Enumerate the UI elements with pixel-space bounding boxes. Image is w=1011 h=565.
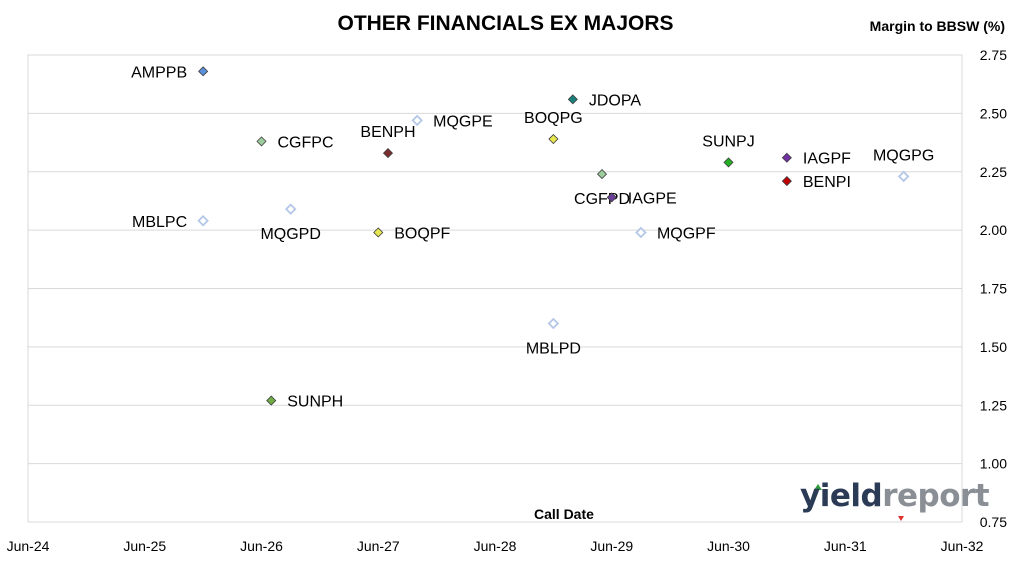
data-label: IAGPF [803,151,851,168]
data-label: CGFPD [574,191,630,208]
x-axis-label: Call Date [534,506,594,522]
x-tick-label: Jun-30 [707,538,750,554]
y-tick-label: 0.75 [980,514,1007,530]
y-axis-label: Margin to BBSW (%) [869,18,1005,34]
data-label: BENPI [803,174,851,191]
data-point [596,169,608,180]
data-point [256,136,267,147]
x-tick-label: Jun-27 [357,538,400,554]
x-tick-label: Jun-26 [240,538,283,554]
data-point [897,170,910,183]
x-tick-label: Jun-28 [474,538,517,554]
data-label: AMPPB [131,64,187,81]
data-label: MQGPG [873,147,934,164]
x-tick-label: Jun-25 [123,538,166,554]
data-point [411,114,423,127]
data-point [723,157,734,168]
logo-part-yield: yield [800,478,883,514]
logo-accent-up [814,484,822,490]
logo-part-report: report [882,478,990,514]
data-label: MQGPE [433,113,493,130]
data-label: SUNPJ [702,133,754,150]
data-label: SUNPH [287,394,343,411]
data-label: BOQPF [394,225,450,242]
x-tick-label: Jun-29 [590,538,633,554]
data-label: BOQPG [524,110,583,127]
data-point [781,152,792,163]
y-tick-label: 2.00 [980,222,1007,238]
data-label: MQGPD [260,226,320,243]
yieldreport-logo: yieldreport [800,478,990,514]
chart-title: OTHER FINANCIALS EX MAJORS [337,12,674,35]
y-tick-label: 1.25 [980,397,1007,413]
data-point [373,227,384,238]
data-point [606,192,617,203]
data-point [382,148,394,159]
x-tick-label: Jun-24 [7,538,50,554]
data-point [781,176,792,187]
data-point [266,395,277,406]
data-point [567,94,578,105]
logo-accent-down [898,516,904,521]
data-point [547,317,560,330]
y-tick-label: 1.00 [980,456,1007,472]
y-tick-label: 1.50 [980,339,1007,355]
data-point [198,66,209,77]
y-tick-label: 2.75 [980,47,1007,63]
data-point [635,226,647,239]
data-label: IAGPE [628,190,677,207]
y-tick-label: 1.75 [980,281,1007,297]
data-point [197,215,209,227]
data-label: MBLPD [526,341,581,358]
y-tick-label: 2.50 [980,105,1007,121]
data-point [548,133,559,145]
data-label: CGFPC [278,134,334,151]
x-tick-label: Jun-31 [824,538,867,554]
data-label: JDOPA [589,92,641,109]
data-label: MBLPC [132,214,187,231]
data-label: BENPH [360,124,415,141]
data-label: MQGPF [657,225,716,242]
x-tick-label: Jun-32 [941,538,984,554]
y-tick-label: 2.25 [980,164,1007,180]
data-point [284,203,297,215]
